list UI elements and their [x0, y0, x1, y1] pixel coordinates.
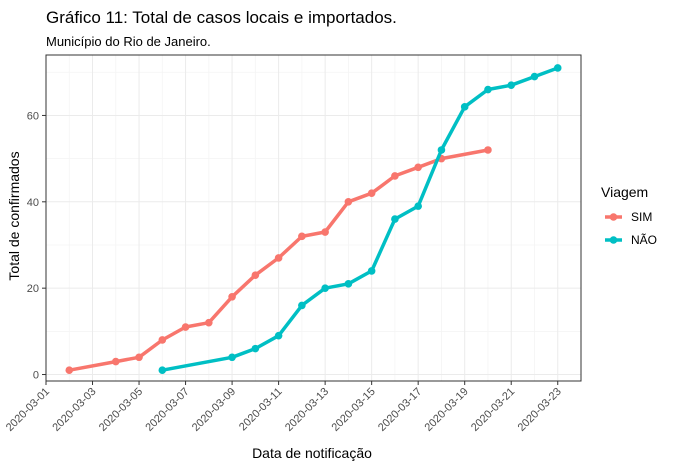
y-tick-label: 60 — [27, 110, 39, 122]
x-tick-label: 2020-03-11 — [237, 386, 285, 434]
legend-label: SIM — [631, 210, 652, 224]
y-axis-title: Total de confirmados — [6, 151, 22, 280]
x-tick-label: 2020-03-05 — [97, 386, 145, 434]
minor-gridlines — [46, 55, 581, 381]
data-point — [344, 198, 353, 206]
plot-border — [45, 54, 582, 382]
series-layer — [65, 64, 562, 375]
x-tick-label: 2020-03-07 — [143, 386, 191, 434]
x-tick-label: 2020-03-13 — [283, 386, 331, 434]
data-point — [135, 353, 143, 362]
x-tick-label: 2020-03-03 — [50, 386, 98, 434]
legend-item: SIM — [605, 210, 652, 224]
x-axis-title: Data de notificação — [252, 445, 372, 461]
data-point — [251, 271, 260, 280]
legend-items: SIM NÃO — [605, 210, 657, 247]
data-point — [251, 344, 260, 353]
data-point — [391, 215, 399, 223]
chart-subtitle: Município do Rio de Janeiro. — [46, 34, 211, 49]
data-point — [205, 318, 213, 327]
series-1 — [158, 64, 562, 375]
data-point — [321, 228, 329, 236]
x-tick-label: 2020-03-01 — [4, 386, 52, 434]
data-point — [484, 85, 492, 94]
data-point — [484, 146, 492, 154]
data-point — [228, 353, 236, 362]
data-point — [414, 202, 422, 210]
data-point — [274, 254, 283, 262]
data-point — [507, 81, 516, 90]
y-tick-label: 20 — [27, 283, 39, 295]
data-point — [158, 336, 167, 344]
y-tick-label: 0 — [33, 370, 39, 382]
x-tick-label: 2020-03-21 — [469, 386, 517, 434]
data-point — [344, 280, 353, 288]
x-axis: 2020-03-012020-03-032020-03-052020-03-07… — [4, 381, 564, 434]
x-tick-label: 2020-03-15 — [329, 386, 377, 434]
plot-panel — [46, 55, 581, 381]
chart-title: Gráfico 11: Total de casos locais e impo… — [46, 8, 397, 27]
y-tick-label: 40 — [27, 197, 39, 209]
data-point — [111, 357, 120, 366]
x-tick-label: 2020-03-23 — [516, 386, 564, 434]
x-tick-label: 2020-03-19 — [423, 386, 471, 434]
data-point — [274, 331, 283, 340]
legend: Viagem SIM NÃO — [601, 184, 657, 247]
legend-key-point — [609, 213, 618, 221]
data-point — [367, 189, 376, 197]
data-point — [298, 232, 306, 241]
data-point — [181, 323, 190, 331]
legend-item: NÃO — [605, 233, 657, 247]
x-tick-label: 2020-03-09 — [190, 386, 238, 434]
legend-label: NÃO — [631, 233, 657, 247]
plot-area — [45, 54, 582, 382]
data-point — [321, 284, 329, 292]
data-point — [367, 267, 376, 275]
data-point — [391, 172, 399, 180]
y-axis: 0 20 40 60 — [27, 110, 46, 382]
data-point — [437, 146, 446, 154]
data-point — [158, 366, 167, 375]
legend-title: Viagem — [601, 184, 648, 200]
data-point — [228, 293, 236, 301]
series-0 — [65, 146, 492, 375]
data-point — [530, 72, 539, 81]
series-line — [160, 66, 560, 372]
data-point — [65, 366, 74, 375]
data-point — [460, 103, 469, 111]
legend-key-point — [609, 236, 618, 244]
data-point — [553, 64, 562, 72]
data-point — [414, 163, 422, 172]
data-point — [298, 301, 306, 310]
x-tick-label: 2020-03-17 — [376, 386, 424, 434]
